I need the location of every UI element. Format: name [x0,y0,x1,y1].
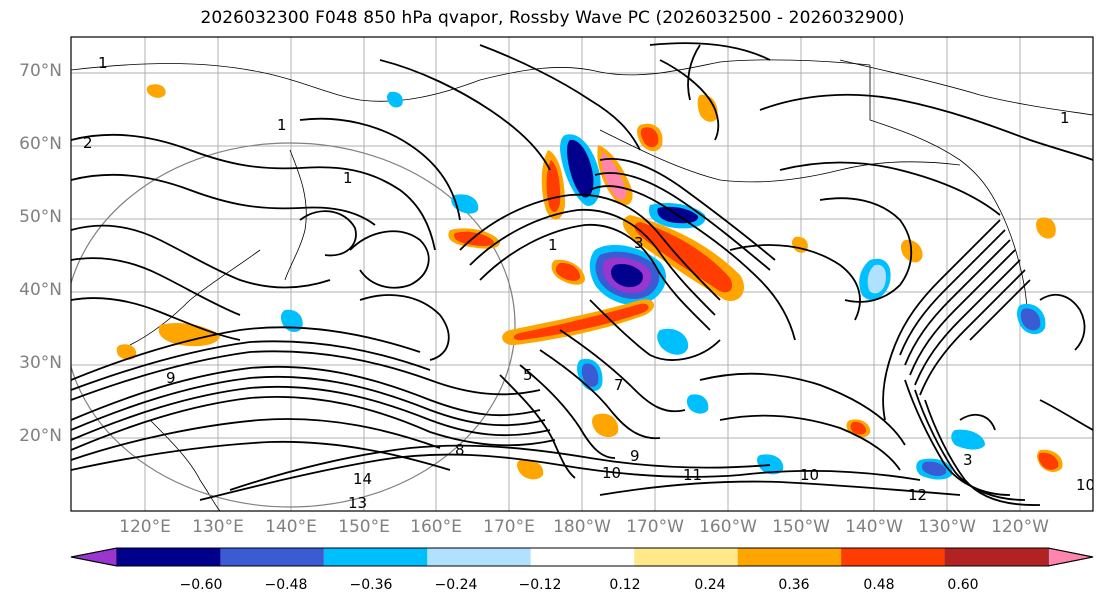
contour-label: 3 [634,234,644,252]
lat-label-70n: 70°N [19,61,62,81]
colorbar-extend-min [70,547,118,567]
colorbar-segment [841,548,945,566]
colorbar-tick-label: −0.60 [179,577,223,593]
lat-label-30n: 30°N [19,353,62,373]
colorbar-tick-label: −0.48 [264,577,308,593]
colorbar-segment [117,548,221,566]
contour-label: 10 [1076,476,1095,494]
lon-label-150w: 150°W [772,517,830,537]
contour-label: 9 [166,369,176,387]
lon-label-160e: 160°E [410,517,462,537]
contour-label: 2 [83,134,93,152]
lat-label-50n: 50°N [19,207,62,227]
contour-label: 5 [523,366,533,384]
lon-label-130e: 130°E [192,517,244,537]
map-title: 2026032300 F048 850 hPa qvapor, Rossby W… [200,8,905,28]
contour-label: 7 [614,376,624,394]
colorbar-segment [323,548,428,566]
contour-label: 14 [353,470,372,488]
lon-label-120e: 120°E [119,517,171,537]
contour-label: 9 [630,447,640,465]
colorbar [70,547,1094,567]
region-ellipse [71,142,516,508]
contour-label: 8 [455,441,465,459]
contour-label: 11 [683,466,702,484]
lon-label-170e: 170°E [483,517,535,537]
colorbar-tick-label: 0.24 [694,577,726,593]
colorbar-tick-label: 0.36 [778,577,810,593]
lat-label-20n: 20°N [19,426,62,446]
lon-label-120w: 120°W [991,517,1049,537]
contour-label: 1 [277,116,287,134]
colorbar-segment [737,548,842,566]
contour-label: 3 [963,451,973,469]
colorbar-segment [944,548,1048,566]
colorbar-segment [634,548,738,566]
colorbar-segment [220,548,324,566]
lon-label-130w: 130°W [918,517,976,537]
colorbar-tick-label: 0.48 [863,577,895,593]
colorbar-tick-label: 0.60 [947,577,979,593]
lon-label-160w: 160°W [699,517,757,537]
colorbar-tick-label: −0.36 [349,577,393,593]
lon-label-140e: 140°E [265,517,317,537]
colorbar-segment [427,548,531,566]
colorbar-frame [70,547,1094,567]
contour-label: 1 [548,236,558,254]
contour-label: 10 [800,466,819,484]
height-contours [71,42,1093,506]
lat-label-60n: 60°N [19,134,62,154]
colorbar-extend-max [1047,547,1094,567]
map-frame [70,36,1094,512]
contour-label: 10 [602,464,621,482]
lon-label-170w: 170°W [626,517,684,537]
lon-label-140w: 140°W [845,517,903,537]
lat-label-40n: 40°N [19,280,62,300]
contour-label: 1 [1060,109,1070,127]
lon-label-180w: 180°W [553,517,611,537]
colorbar-segment [530,548,635,566]
colorbar-tick-label: −0.12 [518,577,562,593]
colorbar-tick-label: 0.12 [609,577,641,593]
contour-label: 1 [98,54,108,72]
colorbar-tick-label: −0.24 [434,577,478,593]
anomaly-fills [116,84,1063,480]
lon-label-150e: 150°E [338,517,390,537]
contour-label: 13 [348,494,367,512]
coastlines [71,59,1093,511]
contour-label: 1 [343,169,353,187]
contour-label: 12 [908,486,927,504]
